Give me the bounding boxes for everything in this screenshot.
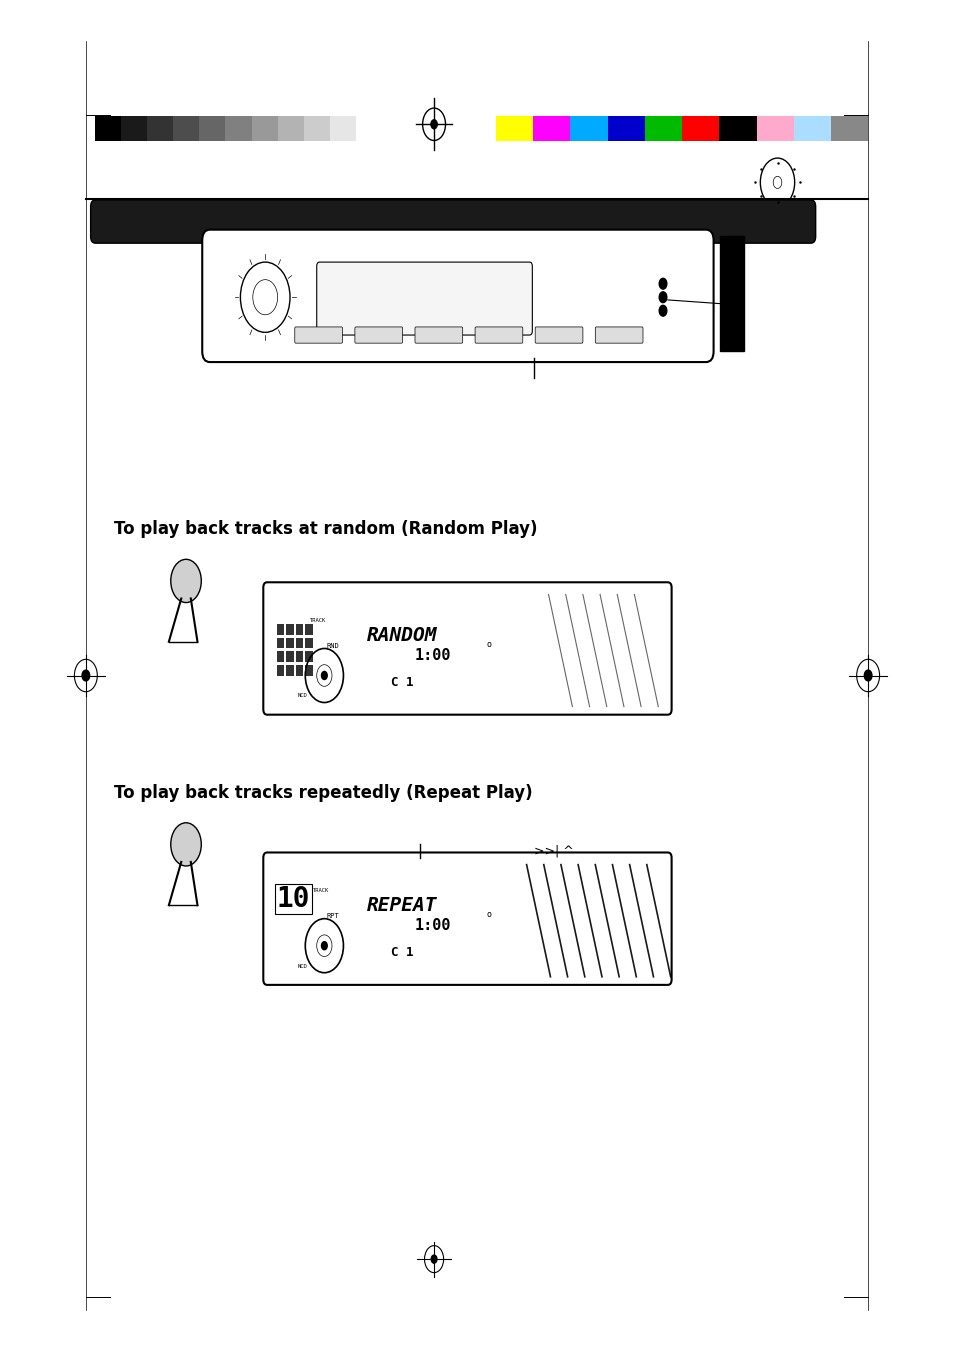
Bar (305, 624, 313, 635)
Bar (830, 116, 867, 141)
Text: o: o (486, 640, 491, 648)
FancyBboxPatch shape (294, 327, 342, 343)
Text: 1:00: 1:00 (415, 917, 451, 934)
Bar (681, 116, 719, 141)
Text: RPT: RPT (326, 913, 338, 919)
Circle shape (171, 823, 201, 866)
Text: RANDOM: RANDOM (367, 626, 437, 644)
Bar (276, 624, 284, 635)
Bar (276, 651, 284, 662)
Bar (199, 116, 225, 141)
FancyBboxPatch shape (415, 327, 462, 343)
Bar (329, 116, 355, 141)
Bar (286, 651, 294, 662)
Bar (148, 116, 173, 141)
Circle shape (82, 670, 90, 681)
Circle shape (659, 278, 666, 289)
Bar (276, 638, 284, 648)
Bar (305, 665, 313, 676)
Circle shape (171, 559, 201, 603)
Bar (496, 116, 533, 141)
Text: >>| ^: >>| ^ (534, 844, 574, 858)
Text: 1:00: 1:00 (415, 647, 451, 663)
Circle shape (430, 119, 437, 130)
FancyBboxPatch shape (595, 327, 642, 343)
Bar (305, 651, 313, 662)
Bar (793, 116, 830, 141)
Bar (720, 236, 743, 351)
Bar (252, 116, 277, 141)
Bar (286, 665, 294, 676)
Bar (756, 116, 793, 141)
Bar (719, 116, 756, 141)
Text: NCD: NCD (297, 693, 307, 698)
FancyBboxPatch shape (263, 582, 671, 715)
FancyBboxPatch shape (91, 200, 815, 243)
Circle shape (659, 292, 666, 303)
Bar (570, 116, 607, 141)
Text: REPEAT: REPEAT (367, 896, 437, 915)
Text: TRACK: TRACK (313, 888, 329, 893)
FancyBboxPatch shape (202, 230, 713, 362)
Text: C 1: C 1 (391, 676, 414, 689)
FancyBboxPatch shape (535, 327, 582, 343)
Circle shape (772, 176, 781, 189)
Bar (276, 665, 284, 676)
Bar (644, 116, 681, 141)
Text: RND: RND (326, 643, 338, 648)
Bar (303, 116, 329, 141)
FancyBboxPatch shape (263, 852, 671, 985)
Bar (277, 116, 303, 141)
Bar (295, 624, 303, 635)
FancyBboxPatch shape (475, 327, 522, 343)
Text: To play back tracks repeatedly (Repeat Play): To play back tracks repeatedly (Repeat P… (114, 784, 533, 801)
Text: 10: 10 (276, 885, 310, 913)
Bar (607, 116, 644, 141)
Bar (295, 638, 303, 648)
Bar (121, 116, 148, 141)
Bar (286, 638, 294, 648)
Circle shape (321, 671, 327, 680)
FancyBboxPatch shape (316, 262, 532, 335)
Bar (225, 116, 252, 141)
Circle shape (431, 1255, 436, 1263)
Bar (305, 638, 313, 648)
Bar (286, 624, 294, 635)
Text: To play back tracks at random (Random Play): To play back tracks at random (Random Pl… (114, 520, 537, 538)
Bar (295, 665, 303, 676)
Text: NCD: NCD (297, 963, 307, 969)
Text: TRACK: TRACK (310, 617, 326, 623)
Bar (295, 651, 303, 662)
Circle shape (659, 305, 666, 316)
Bar (355, 116, 381, 141)
Circle shape (863, 670, 871, 681)
Bar (533, 116, 570, 141)
Circle shape (321, 942, 327, 950)
Bar (173, 116, 199, 141)
Bar (95, 116, 121, 141)
Text: C 1: C 1 (391, 946, 414, 959)
Text: o: o (486, 911, 491, 919)
FancyBboxPatch shape (355, 327, 402, 343)
